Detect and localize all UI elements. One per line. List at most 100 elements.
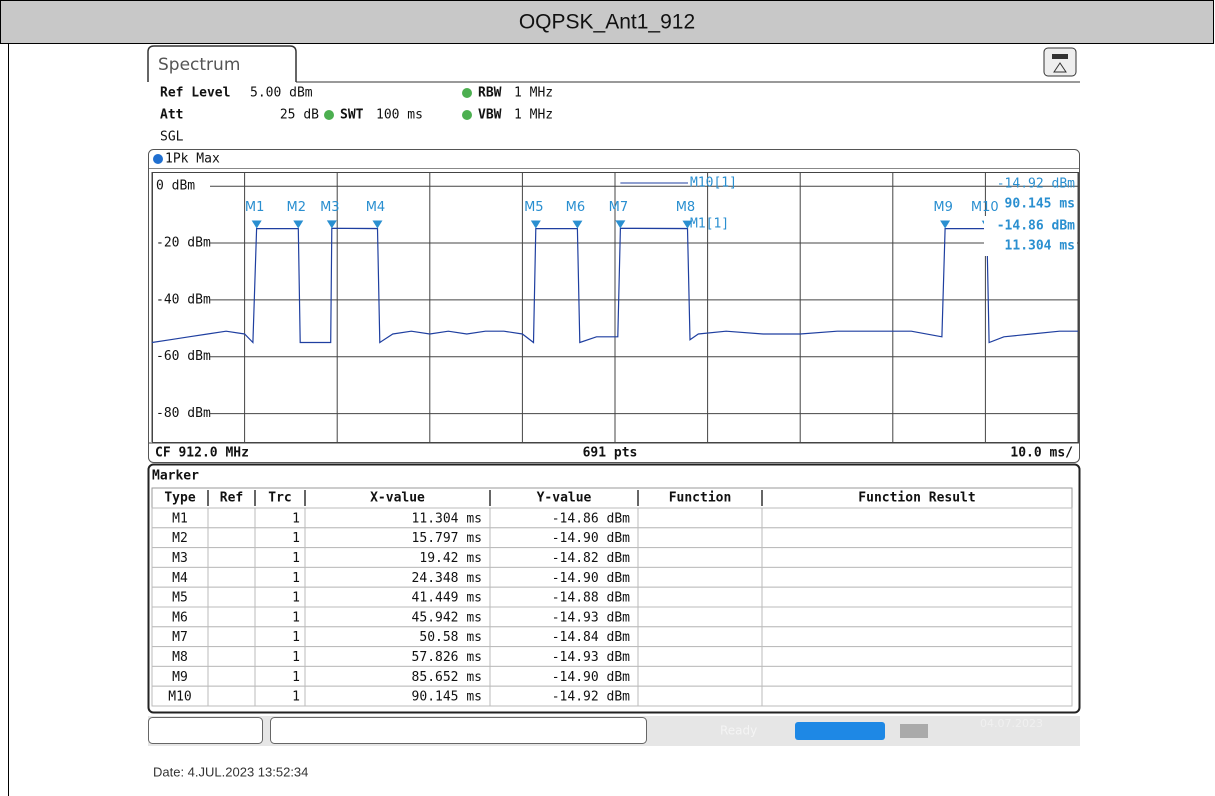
table-cell: M9 <box>172 670 188 685</box>
table-cell: 1 <box>292 511 300 526</box>
marker-label: M1 <box>245 200 265 215</box>
tab[interactable] <box>147 45 297 82</box>
marker <box>326 220 337 229</box>
table-cell: -14.92 dBm <box>552 690 630 705</box>
marker-table-title: Marker <box>152 469 199 484</box>
marker <box>251 220 262 229</box>
table-cell: 57.826 ms <box>412 650 482 665</box>
setting-value: 25 dB <box>280 108 319 123</box>
table-cell: M3 <box>172 551 188 566</box>
column-header: Function Result <box>858 491 975 506</box>
readout-value: 90.145 ms <box>1005 197 1075 212</box>
table-cell: 1 <box>292 630 300 645</box>
setting-label: Ref Level <box>160 86 230 101</box>
table-cell: 1 <box>292 690 300 705</box>
column-header: Type <box>164 491 195 506</box>
table-cell: M8 <box>172 650 188 665</box>
y-tick-label: -80 dBm <box>156 406 211 421</box>
table-cell: M7 <box>172 630 188 645</box>
column-header: Trc <box>268 491 291 506</box>
setting-label: Att <box>160 108 183 123</box>
table-cell: 11.304 ms <box>412 511 482 526</box>
title-bar <box>0 0 1214 44</box>
status-dot <box>462 88 472 98</box>
table-cell: 1 <box>292 610 300 625</box>
column-header: Y-value <box>537 491 592 506</box>
marker <box>940 220 951 229</box>
marker <box>572 220 583 229</box>
y-tick-label: 0 dBm <box>156 179 195 194</box>
marker <box>530 220 541 229</box>
table-cell: M1 <box>172 511 188 526</box>
progress-bar <box>795 722 885 740</box>
y-tick-label: -20 dBm <box>156 236 211 251</box>
table-cell: 1 <box>292 670 300 685</box>
table-cell: -14.90 dBm <box>552 670 630 685</box>
table-cell: 19.42 ms <box>419 551 482 566</box>
table-cell: M5 <box>172 591 188 606</box>
marker <box>372 220 383 229</box>
table-cell: 41.449 ms <box>412 591 482 606</box>
column-header: X-value <box>370 491 425 506</box>
table-cell: 90.145 ms <box>412 690 482 705</box>
setting-label: RBW <box>478 86 502 101</box>
marker-label: M5 <box>524 200 544 215</box>
marker <box>293 220 304 229</box>
setting-value: 1 MHz <box>514 86 553 101</box>
setting-label: SWT <box>340 108 364 123</box>
status-state: Ready <box>720 724 757 738</box>
marker-label: M9 <box>933 200 953 215</box>
trace-dot <box>153 154 163 164</box>
center-frequency: CF 912.0 MHz <box>155 446 249 461</box>
table-cell: 1 <box>292 551 300 566</box>
marker <box>615 220 626 229</box>
date-line: Date: 4.JUL.2023 13:52:34 <box>153 764 308 779</box>
table-cell: -14.86 dBm <box>552 511 630 526</box>
status-dot <box>324 110 334 120</box>
readout-value: -14.92 dBm <box>997 177 1075 192</box>
marker-label: M3 <box>320 200 340 215</box>
status-field[interactable] <box>270 717 647 744</box>
table-cell: 85.652 ms <box>412 670 482 685</box>
table-cell: 1 <box>292 650 300 665</box>
column-header: Ref <box>220 491 243 506</box>
marker-label: M2 <box>287 200 307 215</box>
y-tick-label: -40 dBm <box>156 292 211 307</box>
table-cell: -14.90 dBm <box>552 571 630 586</box>
table-cell: -14.93 dBm <box>552 610 630 625</box>
column-header: Function <box>669 491 732 506</box>
setting-value: 5.00 dBm <box>250 86 313 101</box>
readout-bg <box>984 216 1077 256</box>
readout-value: -14.86 dBm <box>997 219 1075 234</box>
status-date: 04.07.2023 <box>980 717 1043 730</box>
marker-label: M7 <box>609 200 629 215</box>
table-cell: -14.88 dBm <box>552 591 630 606</box>
window-title: OQPSK_Ant1_912 <box>519 11 695 34</box>
display-icon <box>1052 54 1068 59</box>
tab-label: Spectrum <box>158 55 240 75</box>
table-cell: M4 <box>172 571 188 586</box>
table-cell: 24.348 ms <box>412 571 482 586</box>
table-row <box>151 685 1073 707</box>
table-cell: 50.58 ms <box>419 630 482 645</box>
table-cell: M10 <box>168 690 191 705</box>
display-icon <box>1053 62 1067 73</box>
table-cell: 1 <box>292 571 300 586</box>
readout-name: M1[1] <box>690 217 729 232</box>
readout-value: 11.304 ms <box>1005 239 1075 254</box>
marker-label: M10 <box>971 200 999 215</box>
marker-label: M6 <box>566 200 586 215</box>
status-icon <box>900 724 928 738</box>
marker <box>682 220 693 229</box>
plot-frame <box>148 149 1080 463</box>
setting-value: 100 ms <box>376 108 423 123</box>
table-cell: -14.93 dBm <box>552 650 630 665</box>
scale: 10.0 ms/ <box>1010 446 1073 461</box>
table-cell: -14.84 dBm <box>552 630 630 645</box>
table-cell: M6 <box>172 610 188 625</box>
status-dot <box>462 110 472 120</box>
marker-label: M4 <box>366 200 386 215</box>
table-cell: -14.82 dBm <box>552 551 630 566</box>
status-field[interactable] <box>148 717 263 744</box>
table-cell: 15.797 ms <box>412 531 482 546</box>
